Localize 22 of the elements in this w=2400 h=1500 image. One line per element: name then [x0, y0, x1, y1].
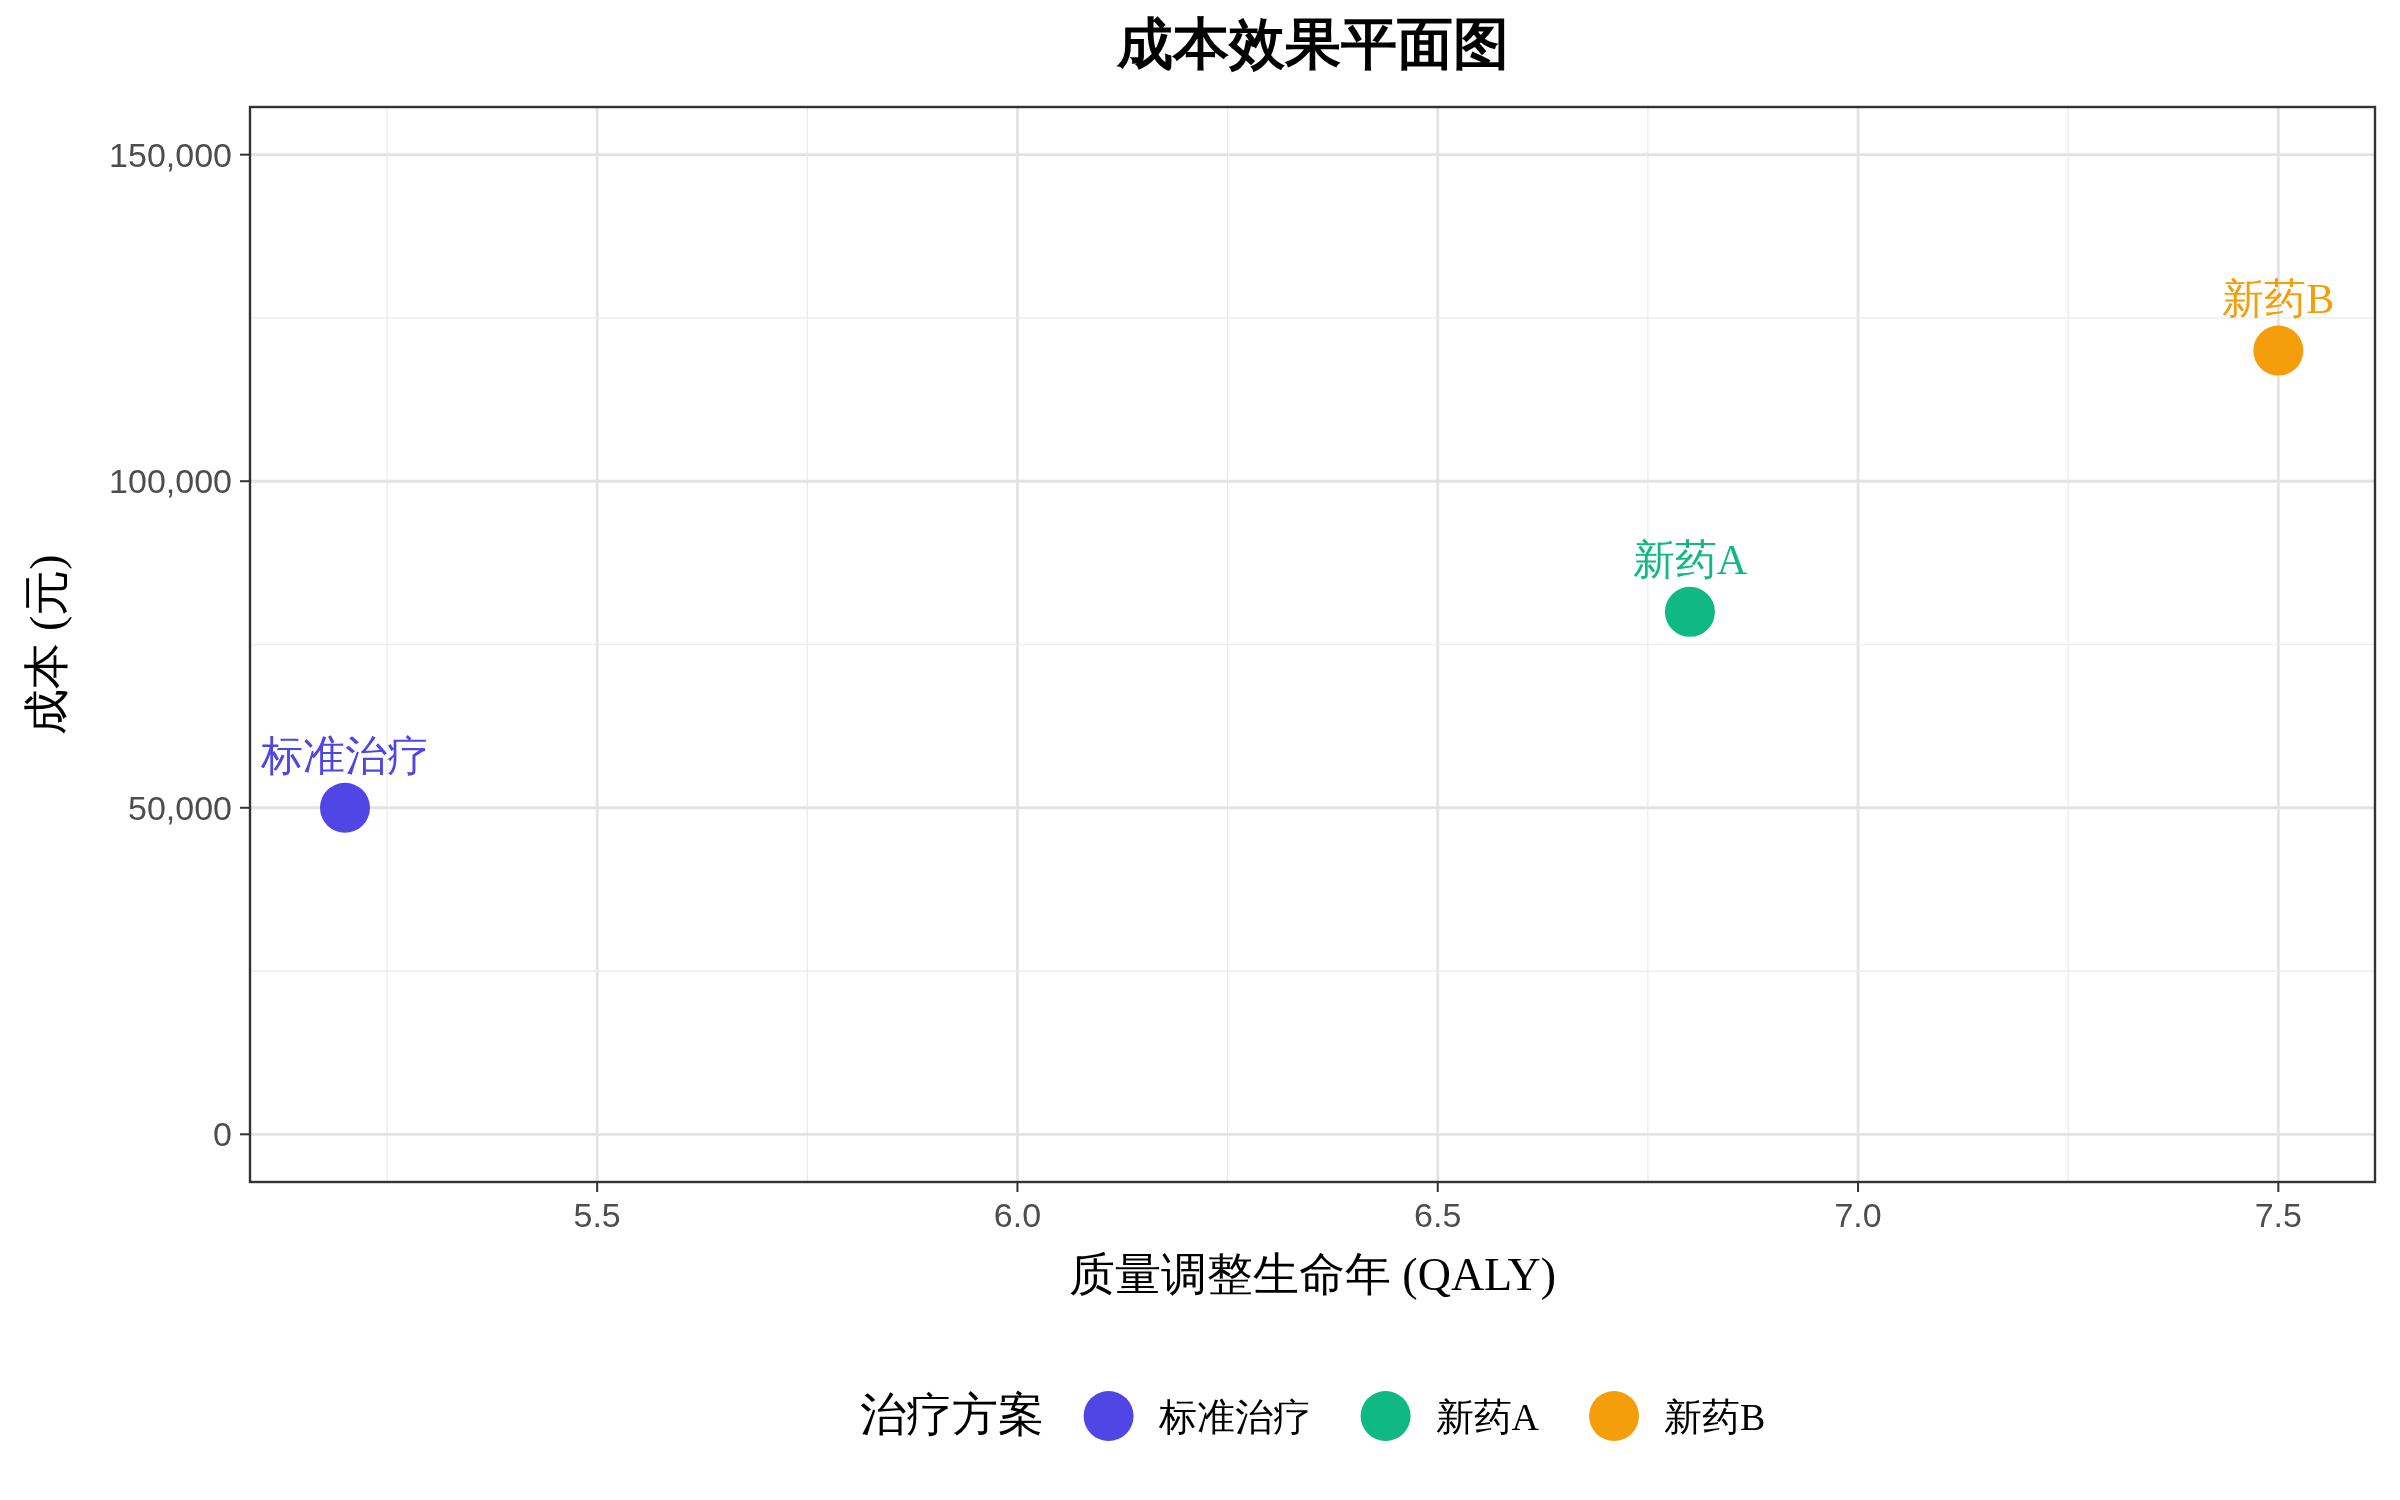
- x-tick-label: 7.5: [2254, 1196, 2302, 1234]
- point: [2253, 325, 2304, 376]
- y-axis-title: 成本 (元): [21, 554, 72, 735]
- text: 新药A: [1632, 536, 1748, 583]
- point: [1664, 586, 1715, 637]
- text: 标准治疗: [260, 732, 429, 779]
- x-axis-title: 质量调整生命年 (QALY): [1068, 1249, 1557, 1300]
- x-tick-label: 7.0: [1834, 1196, 1882, 1234]
- y-tick-label: 0: [213, 1115, 232, 1154]
- x-tick-label: 6.5: [1414, 1196, 1462, 1234]
- point: [319, 782, 370, 833]
- y-tick-label: 50,000: [128, 788, 232, 827]
- legend-label: 新药A: [1435, 1396, 1540, 1438]
- y-tick-label: 100,000: [109, 462, 232, 501]
- legend-label: 新药B: [1664, 1396, 1766, 1438]
- y-tick-label: 150,000: [109, 135, 232, 174]
- text: 新药B: [2222, 275, 2335, 322]
- x-tick-label: 5.5: [573, 1196, 621, 1234]
- chart-title: 成本效果平面图: [1115, 13, 1509, 75]
- legend-label: 标准治疗: [1157, 1396, 1311, 1438]
- legend-title: 治疗方案: [859, 1389, 1044, 1440]
- x-tick-label: 6.0: [993, 1196, 1042, 1234]
